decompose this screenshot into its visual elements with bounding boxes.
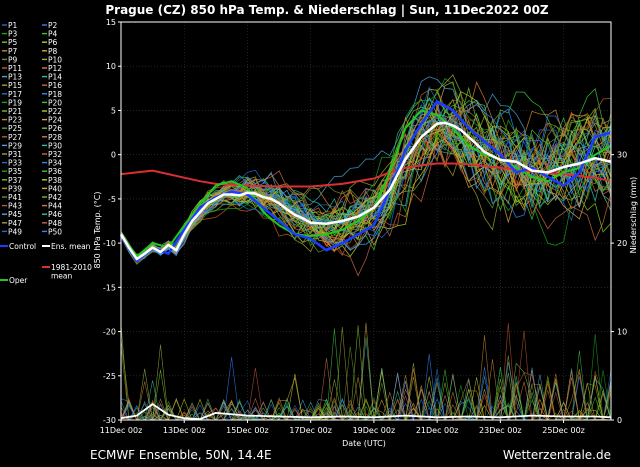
legend-label-p17: P17 — [8, 90, 22, 99]
legend-label-p38: P38 — [48, 176, 62, 185]
legend-label-p23: P23 — [8, 116, 22, 125]
legend-label-p45: P45 — [8, 210, 22, 219]
legend-label-p8: P8 — [48, 47, 58, 56]
legend-label-p44: P44 — [48, 202, 62, 211]
y-axis-label-left: 850 hPa Temp. (°C) — [93, 191, 102, 268]
legend-label-p39: P39 — [8, 184, 22, 193]
legend-label-p4: P4 — [48, 30, 58, 39]
member-line-p44 — [120, 114, 612, 258]
legend-label-p36: P36 — [48, 167, 62, 176]
legend-label-p27: P27 — [8, 133, 22, 142]
legend-label-p2: P2 — [48, 21, 58, 30]
x-tick-label: 23Dec 00z — [479, 426, 522, 435]
x-tick-label: 11Dec 00z — [100, 426, 143, 435]
legend-label-p41: P41 — [8, 193, 22, 202]
legend-label-p1: P1 — [8, 21, 18, 30]
legend-label-p19: P19 — [8, 98, 22, 107]
legend-label-p50: P50 — [48, 227, 62, 236]
legend-label-p43: P43 — [8, 202, 22, 211]
legend-label-p6: P6 — [48, 38, 58, 47]
legend-label-p15: P15 — [8, 81, 22, 90]
oper-line — [120, 109, 612, 258]
legend-label-p11: P11 — [8, 64, 22, 73]
y-axis-label-right: Niederschlag (mm) — [629, 177, 638, 254]
x-tick-label: 13Dec 00z — [163, 426, 206, 435]
legend-label-p12: P12 — [48, 64, 62, 73]
legend-label-p33: P33 — [8, 159, 22, 168]
legend-label-p48: P48 — [48, 219, 62, 228]
legend-label-p18: P18 — [48, 90, 62, 99]
chart-title: Prague (CZ) 850 hPa Temp. & Niederschlag… — [105, 3, 549, 17]
legend-label-p13: P13 — [8, 73, 22, 82]
ens-mean-line — [119, 121, 612, 261]
legend-label-p46: P46 — [48, 210, 62, 219]
y-tick-label: -25 — [103, 372, 116, 381]
legend-label-p29: P29 — [8, 141, 22, 150]
legend-climate-label: 1981-2010 — [51, 263, 92, 272]
footer-model-label: ECMWF Ensemble, 50N, 14.4E — [90, 448, 272, 462]
y-tick-label-right: 0 — [617, 416, 622, 425]
legend-label-p47: P47 — [8, 219, 22, 228]
legend-label-p34: P34 — [48, 159, 62, 168]
ens-mean-precip-line — [120, 403, 612, 421]
legend-label-p21: P21 — [8, 107, 22, 116]
y-tick-label: -30 — [103, 416, 116, 425]
y-tick-label: -10 — [103, 239, 116, 248]
legend-label-p42: P42 — [48, 193, 62, 202]
legend-climate-label-line2: mean — [51, 272, 73, 281]
climate-mean-line — [120, 162, 612, 188]
y-tick-label-right: 30 — [617, 151, 627, 160]
legend-label-p7: P7 — [8, 47, 18, 56]
legend-label-p25: P25 — [8, 124, 22, 133]
legend-label-p35: P35 — [8, 167, 22, 176]
legend-label-p28: P28 — [48, 133, 62, 142]
legend-label-p30: P30 — [48, 141, 62, 150]
y-tick-label: -15 — [103, 283, 116, 292]
legend-label-p22: P22 — [48, 107, 62, 116]
y-axis-ticks-right: 30 20 10 0 — [611, 151, 627, 425]
x-axis-ticks: 11Dec 00z 13Dec 00z 15Dec 00z 17Dec 00z 19De… — [100, 420, 585, 435]
legend-label-p40: P40 — [48, 184, 62, 193]
highlighted-series — [119, 100, 612, 421]
legend-label-p16: P16 — [48, 81, 62, 90]
y-tick-label: -20 — [103, 328, 116, 337]
legend-label-p31: P31 — [8, 150, 22, 159]
member-line-p50 — [120, 103, 612, 263]
member-line-p45 — [120, 109, 612, 259]
legend-label-p49: P49 — [8, 227, 22, 236]
legend-ens-mean-label: Ens. mean — [51, 242, 91, 251]
x-axis-label: Date (UTC) — [342, 439, 386, 448]
legend-label-p24: P24 — [48, 116, 62, 125]
y-tick-label-right: 20 — [617, 239, 627, 248]
legend-label-p9: P9 — [8, 55, 18, 64]
footer-site-label: Wetterzentrale.de — [503, 448, 611, 462]
y-tick-label: 15 — [106, 18, 116, 27]
y-tick-label: 0 — [111, 151, 116, 160]
y-tick-label: 10 — [106, 62, 116, 71]
legend-label-p32: P32 — [48, 150, 62, 159]
legend-label-p5: P5 — [8, 38, 18, 47]
legend-label-p14: P14 — [48, 73, 62, 82]
legend-label-p37: P37 — [8, 176, 22, 185]
y-axis-ticks-left: 15 10 5 0 -5 -10 -15 -20 -25 -30 — [103, 18, 121, 425]
y-tick-label-right: 10 — [617, 328, 627, 337]
y-tick-label: 5 — [111, 106, 116, 115]
x-tick-label: 17Dec 00z — [289, 426, 332, 435]
legend-control-label: Control — [9, 242, 36, 251]
x-tick-label: 21Dec 00z — [416, 426, 459, 435]
legend-oper-label: Oper — [9, 276, 28, 285]
legend-label-p26: P26 — [48, 124, 62, 133]
legend-label-p20: P20 — [48, 98, 62, 107]
plot-frame — [120, 21, 612, 421]
y-tick-label: -5 — [108, 195, 116, 204]
x-tick-label: 15Dec 00z — [226, 426, 269, 435]
x-tick-label: 19Dec 00z — [353, 426, 396, 435]
legend-label-p10: P10 — [48, 55, 62, 64]
legend-label-p3: P3 — [8, 30, 18, 39]
x-tick-label: 25Dec 00z — [542, 426, 585, 435]
